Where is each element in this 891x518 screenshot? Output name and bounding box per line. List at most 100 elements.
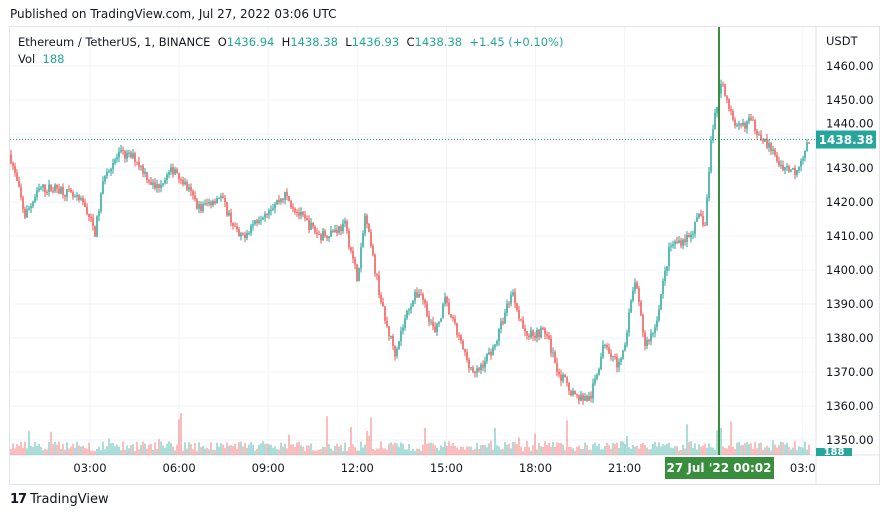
volume-bar: [544, 441, 546, 455]
candle-body: [678, 240, 680, 243]
candle-body: [778, 161, 780, 166]
volume-bar: [690, 441, 692, 455]
volume-bar: [708, 443, 710, 455]
candle-body: [286, 191, 288, 197]
candle-body: [388, 326, 390, 337]
volume-bar: [570, 447, 572, 455]
volume-bar: [614, 443, 616, 455]
volume-bar: [680, 449, 682, 455]
tradingview-logo[interactable]: 17 TradingView: [10, 492, 109, 507]
candle-body: [492, 347, 494, 356]
candle-body: [232, 222, 234, 226]
candle-body: [522, 319, 524, 329]
volume-bar: [336, 443, 338, 455]
volume-bar: [472, 449, 474, 455]
volume-bar: [146, 448, 148, 455]
volume-bar: [92, 450, 94, 455]
candle-body: [798, 166, 800, 171]
candle-body: [164, 179, 166, 184]
volume-bar: [668, 442, 670, 455]
candle-body: [194, 195, 196, 200]
candle-body: [226, 202, 228, 216]
candle-body: [338, 226, 340, 233]
candle-body: [684, 239, 686, 243]
volume-bar: [384, 448, 386, 455]
volume-bar: [444, 441, 446, 455]
candle-body: [512, 292, 514, 296]
volume-bar: [590, 449, 592, 455]
candle-body: [36, 190, 38, 198]
volume-bar: [692, 447, 694, 455]
volume-bar: [618, 447, 620, 455]
candle-body: [70, 189, 72, 192]
volume-bar: [600, 449, 602, 455]
candle-body: [200, 204, 202, 212]
volume-bar: [332, 450, 334, 455]
candle-body: [668, 247, 670, 267]
candle-body: [468, 359, 470, 369]
candle-body: [620, 358, 622, 362]
candle-body: [716, 107, 718, 114]
candle-body: [576, 394, 578, 396]
volume-bar: [748, 444, 750, 455]
candle-body: [434, 326, 436, 333]
volume-bar: [70, 446, 72, 455]
candle-body: [374, 254, 376, 274]
time-tick: 18:00: [519, 461, 552, 475]
volume-bar: [26, 448, 28, 455]
volume-bar: [290, 444, 292, 455]
candle-body: [124, 151, 126, 159]
candle-body: [272, 208, 274, 211]
candle-body: [690, 234, 692, 238]
candle-body: [734, 119, 736, 126]
candle-body: [440, 318, 442, 322]
candle-body: [608, 347, 610, 354]
candle-body: [488, 352, 490, 355]
volume-bar: [662, 444, 664, 455]
volume-bar: [382, 448, 384, 455]
candle-body: [150, 181, 152, 185]
candle-body: [58, 188, 60, 194]
candle-body: [432, 321, 434, 327]
volume-bar: [388, 443, 390, 455]
volume-bar: [320, 449, 322, 455]
candle-body: [462, 340, 464, 350]
volume-bar: [12, 443, 14, 455]
candle-body: [50, 184, 52, 191]
candle-body: [352, 250, 354, 259]
volume-bar: [112, 442, 114, 455]
volume-bar: [144, 443, 146, 455]
volume-bar: [212, 449, 214, 455]
volume-bar: [184, 442, 186, 455]
volume-bar: [356, 450, 358, 455]
volume-bar: [604, 446, 606, 455]
volume-bar: [744, 443, 746, 455]
candle-body: [312, 222, 314, 227]
volume-bar: [714, 449, 716, 455]
volume-bar: [494, 427, 496, 455]
volume-bar: [254, 450, 256, 455]
candle-body: [604, 345, 606, 347]
volume-bar: [78, 445, 80, 455]
volume-bar: [584, 442, 586, 455]
candle-body: [776, 154, 778, 162]
volume-bar: [424, 428, 426, 455]
candle-body: [360, 247, 362, 269]
volume-bar: [40, 447, 42, 455]
candle-body: [372, 246, 374, 255]
volume-bar: [148, 444, 150, 455]
candle-body: [664, 270, 666, 281]
volume-bar: [366, 430, 368, 455]
candle-body: [12, 163, 14, 166]
candle-body: [314, 226, 316, 233]
time-tick: 12:00: [341, 461, 374, 475]
candle-body: [400, 330, 402, 342]
volume-bar: [456, 447, 458, 455]
volume-bar: [696, 449, 698, 455]
candle-body: [640, 301, 642, 316]
candle-body: [774, 149, 776, 155]
candle-body: [106, 171, 108, 177]
candle-body: [30, 206, 32, 209]
candle-body: [770, 143, 772, 151]
